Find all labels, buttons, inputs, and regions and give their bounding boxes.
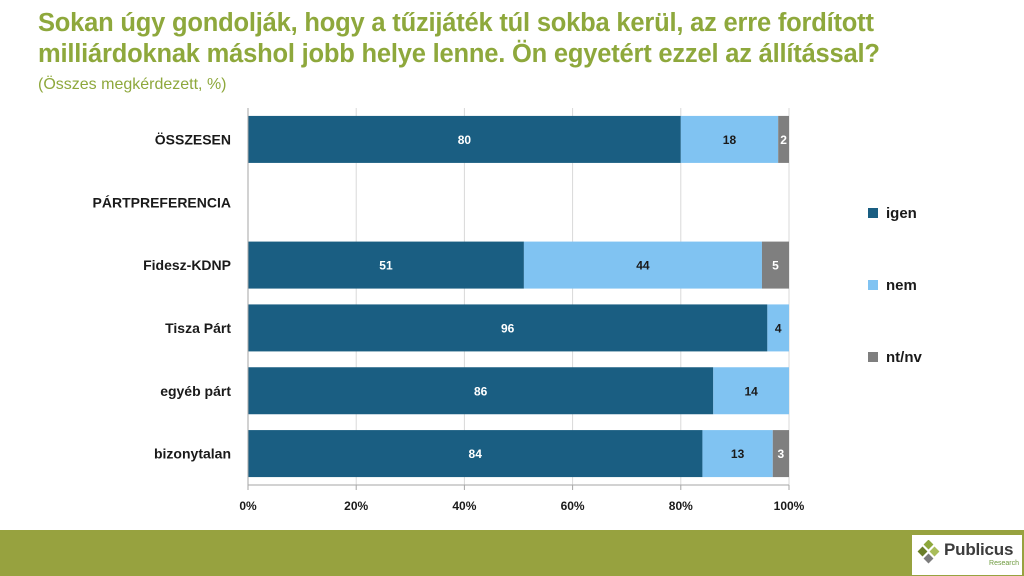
diamond-logo-icon (917, 540, 940, 564)
x-tick-label: 80% (669, 499, 693, 513)
x-tick-label: 20% (344, 499, 368, 513)
category-label: PÁRTPREFERENCIA (93, 194, 231, 210)
legend-swatch-nem (868, 280, 878, 290)
footer-band (0, 530, 1024, 576)
category-label: egyéb párt (160, 383, 231, 399)
data-label: 84 (469, 447, 483, 461)
x-tick-label: 100% (774, 499, 805, 513)
data-label: 4 (775, 321, 782, 335)
bar-segment-igen (248, 304, 768, 352)
bar-segment-ntnv (772, 430, 789, 478)
x-tick-label: 60% (561, 499, 585, 513)
bar-segment-igen (248, 367, 714, 415)
legend-label: nem (886, 277, 917, 294)
title-line-2: milliárdoknak máshol jobb helye lenne. Ö… (38, 40, 880, 68)
legend-label: igen (886, 205, 917, 222)
bar-segment-igen (248, 430, 703, 478)
title-line-1: Sokan úgy gondolják, hogy a tűzijáték tú… (38, 9, 874, 37)
legend-swatch-ntnv (868, 352, 878, 362)
bar-segment-nem (680, 115, 779, 163)
bar-segment-nem (702, 430, 773, 478)
data-label: 5 (772, 259, 779, 273)
x-tick-label: 40% (452, 499, 476, 513)
logo-sub: Research (989, 560, 1019, 567)
x-tick-label: 0% (239, 499, 257, 513)
data-label: 51 (379, 259, 393, 273)
bar-segment-igen (248, 115, 681, 163)
category-label: bizonytalan (154, 446, 231, 462)
bar-segment-nem (523, 241, 762, 289)
data-label: 18 (723, 133, 737, 147)
chart-subtitle: (Összes megkérdezett, %) (38, 76, 227, 93)
data-label: 96 (501, 321, 515, 335)
data-label: 13 (731, 447, 745, 461)
publicus-logo: Publicus Research (912, 535, 1022, 575)
data-label: 3 (778, 447, 785, 461)
data-label: 2 (780, 133, 787, 147)
logo-name: Publicus (944, 540, 1014, 559)
category-label: Fidesz-KDNP (143, 257, 231, 273)
legend-swatch-igen (868, 208, 878, 218)
data-label: 44 (636, 259, 650, 273)
chart-title: Sokan úgy gondolják, hogy a tűzijáték tú… (38, 8, 998, 70)
legend-label: nt/nv (886, 349, 922, 366)
data-label: 14 (744, 384, 758, 398)
category-label: Tisza Párt (165, 320, 231, 336)
bar-segment-igen (248, 241, 524, 289)
data-label: 80 (458, 133, 472, 147)
bar-segment-nem (767, 304, 789, 352)
data-label: 86 (474, 384, 488, 398)
bar-segment-ntnv (761, 241, 789, 289)
bar-segment-ntnv (778, 115, 789, 163)
category-label: ÖSSZESEN (155, 131, 231, 147)
bar-segment-nem (713, 367, 789, 415)
stacked-bar-chart: ÖSSZESEN 80 18 2 PÁRTPREFERENCIA Fidesz-KDNP 5… (93, 108, 922, 513)
